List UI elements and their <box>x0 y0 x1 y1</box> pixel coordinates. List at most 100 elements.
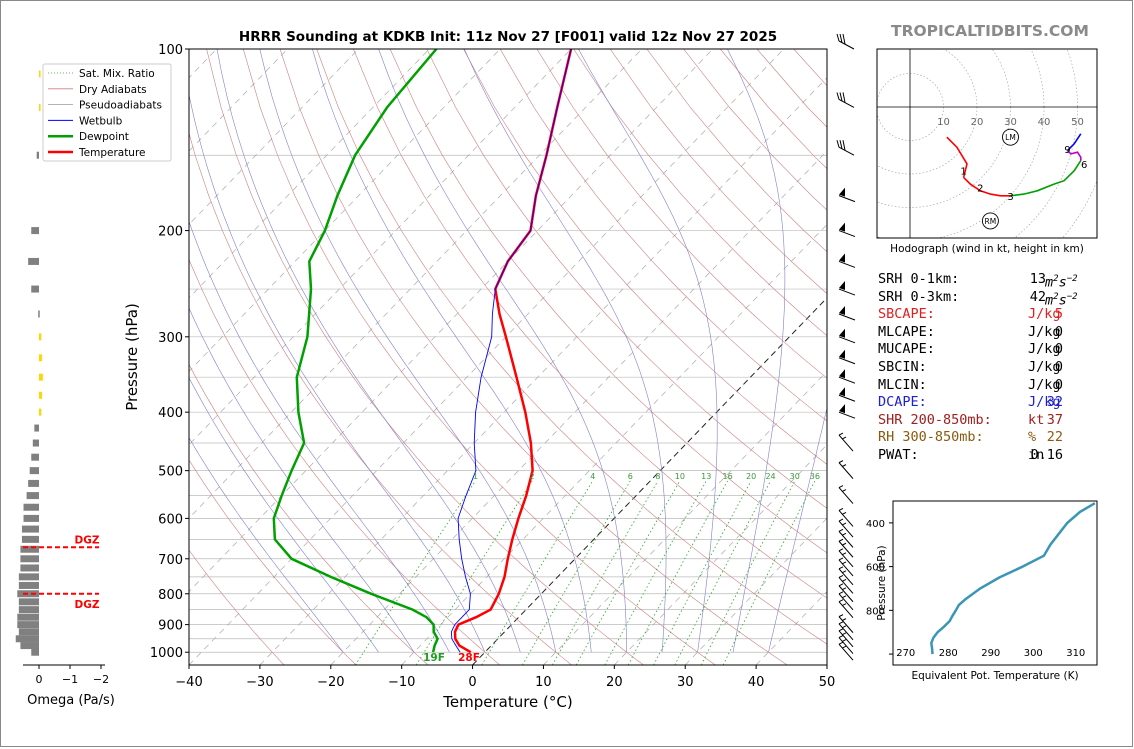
wind-barb <box>837 92 839 99</box>
omega-bar <box>22 526 39 533</box>
mixing-ratio-line <box>355 481 475 665</box>
parameter-label: SBCAPE: <box>878 306 935 324</box>
pressure-tick-label: 400 <box>158 406 183 421</box>
wind-barb <box>843 92 845 102</box>
unit-sup: −2 <box>1067 292 1078 302</box>
temperature-tick-label: 20 <box>606 675 623 690</box>
site-watermark: TROPICALTIDBITS.COM <box>891 22 1089 40</box>
wind-barb-pennant <box>839 329 845 338</box>
temperature-profile <box>455 49 571 652</box>
wind-barb <box>843 34 845 44</box>
unit-text: J/kg <box>1028 324 1061 340</box>
omega-tick-label: 0 <box>36 673 43 686</box>
unit-text: J/kg <box>1028 377 1061 393</box>
wind-barb <box>842 465 846 467</box>
omega-bar <box>31 649 39 656</box>
pressure-tick-label: 900 <box>158 619 183 634</box>
hodograph-ring-label: 10 <box>937 117 950 128</box>
mixing-ratio-label: 13 <box>701 472 711 481</box>
parameter-label: SBCIN: <box>878 359 927 377</box>
isotherm <box>260 49 855 665</box>
wind-barb <box>842 619 846 621</box>
pseudoadiabat <box>379 49 627 652</box>
wind-barbs <box>837 34 855 660</box>
mixing-ratio-label: 4 <box>590 472 595 481</box>
isotherm <box>331 49 926 665</box>
hodograph-ring-label: 40 <box>1038 117 1051 128</box>
omega-tick-label: −2 <box>93 673 109 686</box>
unit-text: % <box>1028 429 1036 445</box>
omega-bar <box>31 454 39 461</box>
parameter-unit: J/kg <box>1028 377 1061 395</box>
omega-bar <box>31 286 39 293</box>
wind-barb <box>842 562 846 564</box>
wind-barb <box>839 615 843 617</box>
wind-barb <box>839 600 843 602</box>
temperature-tick-label: 30 <box>677 675 694 690</box>
dry-adiabat <box>317 49 860 665</box>
legend-label: Pseudoadiabats <box>79 100 162 112</box>
wetbulb-profile <box>451 49 571 652</box>
wind-barb <box>839 433 843 435</box>
wind-barb <box>842 596 846 598</box>
wind-barb <box>842 588 846 590</box>
hodograph-ring-label: 50 <box>1071 117 1084 128</box>
wind-barb <box>839 558 843 560</box>
parameter-label: SHR 200-850mb: <box>878 412 992 430</box>
mixing-ratio-line <box>723 481 815 665</box>
wind-barb <box>842 553 846 555</box>
hodograph-ring-label: 30 <box>1004 117 1017 128</box>
temperature-tick-label: 10 <box>535 675 552 690</box>
omega-bar <box>30 467 39 474</box>
pseudoadiabat <box>181 49 485 652</box>
omega-bar <box>16 635 39 642</box>
wind-barb-pennant <box>839 350 845 359</box>
wind-barb <box>842 512 846 514</box>
unit-text: J/kg <box>1028 341 1061 357</box>
wind-barb <box>837 140 839 147</box>
pressure-tick-label: 1000 <box>150 646 183 661</box>
skewt-frame <box>189 49 827 665</box>
unit-text: kt <box>1028 412 1044 428</box>
omega-bar <box>19 606 39 613</box>
temperature-axis-label: Temperature (°C) <box>442 693 572 711</box>
wind-barb <box>839 412 855 418</box>
mixing-ratio-label: 10 <box>675 472 685 481</box>
wind-barb-pennant <box>839 369 845 378</box>
omega-bar <box>39 70 41 77</box>
theta-e-x-tick-label: 310 <box>1066 648 1085 659</box>
wind-barb <box>839 622 843 624</box>
wind-barb <box>839 314 855 320</box>
omega-bar <box>19 582 39 589</box>
hodograph-ring-label: 20 <box>971 117 984 128</box>
hodograph-trace <box>1011 161 1081 196</box>
legend-label: Sat. Mix. Ratio <box>79 68 155 80</box>
wind-barb <box>839 592 843 594</box>
storm-motion-label: LM <box>1005 133 1016 142</box>
mixing-ratio-line <box>482 481 593 665</box>
theta-e-axis-label: Equivalent Pot. Temperature (K) <box>911 670 1078 682</box>
wind-barb <box>842 646 846 648</box>
temperature-tick-label: −20 <box>317 675 344 690</box>
storm-motion-label: RM <box>985 217 997 226</box>
omega-bar <box>39 374 43 381</box>
wind-barb <box>839 358 855 364</box>
mixing-ratio-label: 16 <box>723 472 733 481</box>
surface-temperature-label: 28F <box>458 652 480 664</box>
theta-e-x-tick-label: 300 <box>1024 648 1043 659</box>
omega-bar <box>28 480 39 487</box>
temperature-tick-label: 40 <box>748 675 765 690</box>
parameter-unit: in <box>1028 447 1044 465</box>
pressure-tick-label: 600 <box>158 512 183 527</box>
wind-barb <box>839 486 843 488</box>
wind-barb <box>839 508 843 510</box>
theta-e-y-tick-label: 400 <box>866 519 885 530</box>
wind-barb <box>842 490 846 492</box>
